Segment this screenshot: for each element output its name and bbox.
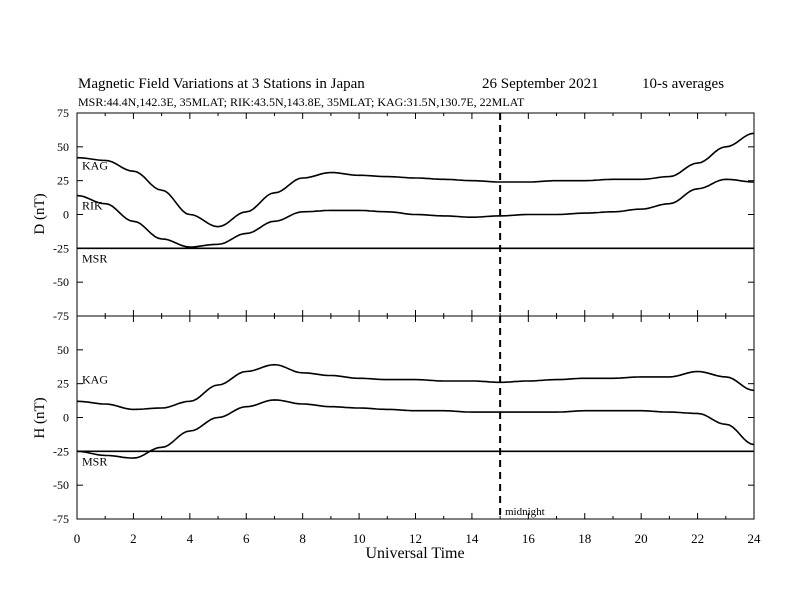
series-line-kag-h: [76, 363, 755, 411]
y-tick-label: 50: [57, 343, 69, 357]
x-tick-label: 20: [635, 531, 648, 546]
x-tick-label: 24: [748, 531, 762, 546]
x-tick-label: 0: [74, 531, 81, 546]
y-tick-label: 25: [57, 377, 69, 391]
midnight-label: midnight: [505, 506, 545, 518]
y-tick-label: 25: [57, 174, 69, 188]
x-tick-label: 8: [299, 531, 306, 546]
panel-d-ylabel: D (nT): [32, 193, 48, 234]
series-label-kag: KAG: [82, 372, 108, 386]
series-line-kag-d: [76, 132, 755, 228]
x-tick-label: 22: [691, 531, 704, 546]
chart-title: Magnetic Field Variations at 3 Stations …: [78, 76, 365, 92]
x-tick-label: 4: [187, 531, 194, 546]
x-tick-label: 16: [522, 531, 536, 546]
x-tick-label: 12: [409, 531, 422, 546]
x-tick-label: 10: [353, 531, 366, 546]
x-tick-label: 14: [465, 531, 479, 546]
y-tick-label: 50: [57, 140, 69, 154]
x-axis-label: Universal Time: [365, 545, 464, 562]
chart-date: 26 September 2021: [482, 76, 599, 92]
y-tick-label: -50: [53, 478, 69, 492]
series-label-kag: KAG: [82, 159, 108, 173]
series-line-rik-d: [76, 178, 755, 248]
panel-h-frame: [76, 315, 755, 520]
y-tick-label: -25: [53, 241, 69, 255]
stations-line: MSR:44.4N,142.3E, 35MLAT; RIK:43.5N,143.…: [78, 95, 525, 109]
y-tick-label: -25: [53, 444, 69, 458]
series-label-msr: MSR: [82, 454, 107, 468]
series-label-rik: RIK: [82, 199, 103, 213]
panel-h-ylabel: H (nT): [32, 397, 48, 438]
x-tick-label: 18: [578, 531, 591, 546]
y-tick-label: 0: [63, 411, 69, 425]
y-tick-label: -50: [53, 275, 69, 289]
chart-marks: -75 -50 -25 0 25 50 75 KAG RIK MSR -75 -50 -25 0 25 50 0…: [53, 106, 761, 546]
y-tick-label: -75: [53, 309, 69, 323]
series-label-msr: MSR: [82, 251, 107, 265]
y-tick-label: 75: [57, 106, 69, 120]
y-tick-label: -75: [53, 512, 69, 526]
y-tick-label: 0: [63, 208, 69, 222]
series-line-rik-h: [76, 399, 755, 459]
x-tick-label: 6: [243, 531, 250, 546]
x-tick-label: 2: [130, 531, 137, 546]
chart-averaging: 10-s averages: [642, 76, 724, 92]
